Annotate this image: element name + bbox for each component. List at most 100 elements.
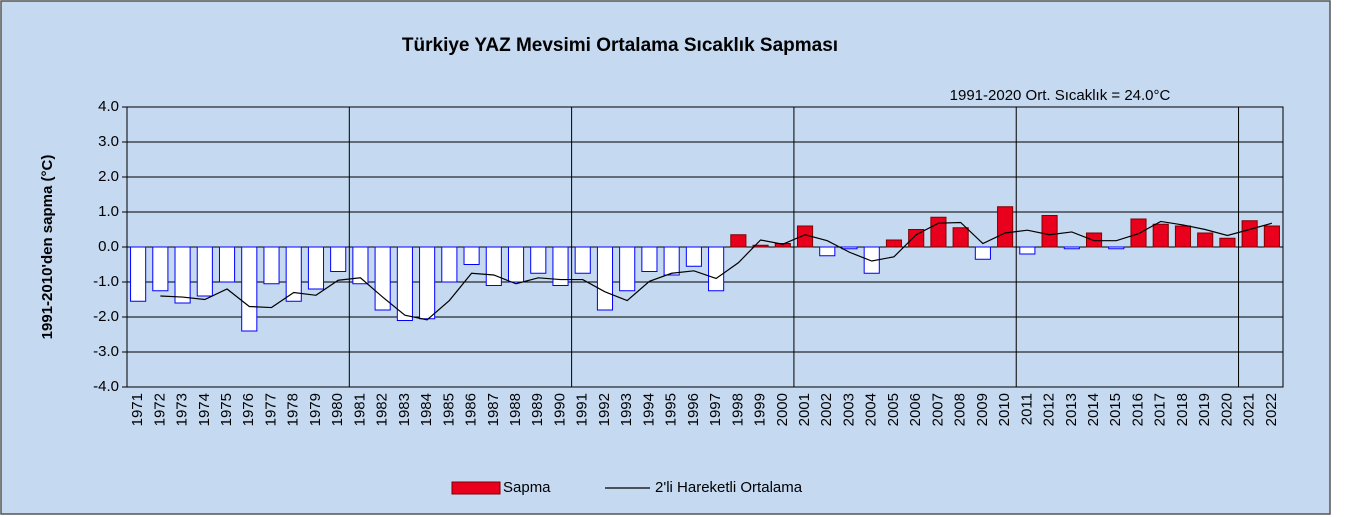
bar — [641, 246, 658, 272]
x-tick-label: 1971 — [129, 393, 146, 426]
bar — [330, 246, 347, 272]
x-tick-label: 1973 — [174, 393, 191, 426]
x-tick-label: 2005 — [885, 393, 902, 426]
x-tick-label: 2022 — [1263, 393, 1280, 426]
bar — [1174, 225, 1192, 248]
bar — [841, 246, 858, 250]
bar — [663, 246, 680, 276]
x-tick-label: 1993 — [618, 393, 635, 426]
bar — [1130, 218, 1147, 248]
bar — [130, 246, 147, 302]
bar — [596, 246, 614, 311]
bar — [241, 246, 258, 332]
x-tick-label: 2015 — [1107, 393, 1124, 426]
x-tick-label: 1977 — [262, 393, 279, 426]
bar — [1263, 225, 1280, 248]
x-tick-label: 2017 — [1152, 393, 1169, 426]
x-tick-label: 2011 — [1018, 393, 1035, 425]
bar — [352, 246, 369, 285]
bar — [196, 246, 213, 297]
x-tick-label: 1988 — [507, 393, 524, 426]
x-tick-label: 2012 — [1041, 393, 1058, 426]
x-tick-label: 2010 — [996, 393, 1013, 426]
chart-title: Türkiye YAZ Mevsimi Ortalama Sıcaklık Sa… — [402, 35, 838, 56]
bar — [1241, 220, 1258, 248]
bar — [574, 246, 591, 274]
x-tick-label: 1976 — [240, 393, 257, 426]
x-tick-label: 1998 — [729, 393, 746, 426]
x-tick-label: 2008 — [952, 393, 969, 426]
x-tick-label: 1992 — [596, 393, 613, 426]
bar — [774, 243, 791, 248]
x-tick-label: 2001 — [796, 393, 813, 426]
legend-swatch — [451, 481, 501, 495]
x-tick-label: 1981 — [351, 393, 368, 426]
bar — [1019, 246, 1036, 255]
x-tick-label: 2013 — [1063, 393, 1080, 426]
y-tick-label: -2.0 — [93, 308, 119, 325]
bar — [685, 246, 702, 267]
bar — [1219, 237, 1236, 248]
legend-label: 2'li Hareketli Ortalama — [655, 479, 803, 496]
bar — [152, 246, 169, 292]
x-tick-label: 1987 — [485, 393, 502, 426]
bar — [1085, 232, 1103, 248]
y-tick-label: 0.0 — [98, 238, 119, 255]
x-tick-label: 1975 — [218, 393, 235, 426]
x-tick-label: 2016 — [1129, 393, 1146, 426]
x-tick-label: 1980 — [329, 393, 346, 426]
x-tick-label: 1979 — [307, 393, 324, 426]
x-tick-label: 1986 — [463, 393, 480, 426]
x-tick-label: 2018 — [1174, 393, 1191, 426]
y-axis-label: 1991-2010'den sapma (°C) — [39, 155, 56, 340]
bar — [441, 246, 458, 283]
x-tick-label: 2020 — [1218, 393, 1235, 426]
bar — [419, 246, 436, 320]
legend-label: Sapma — [503, 479, 551, 496]
bar — [174, 246, 191, 304]
x-tick-label: 2009 — [974, 393, 991, 426]
x-tick-label: 1982 — [374, 393, 391, 426]
x-tick-label: 2007 — [929, 393, 946, 426]
bar — [1041, 215, 1058, 248]
x-tick-label: 1978 — [285, 393, 302, 426]
x-tick-label: 2003 — [840, 393, 857, 426]
bar — [885, 239, 903, 248]
x-tick-label: 2004 — [863, 393, 880, 426]
x-tick-label: 1983 — [396, 393, 413, 426]
y-tick-label: 4.0 — [98, 98, 119, 115]
bar — [307, 246, 325, 290]
x-tick-label: 2021 — [1241, 393, 1258, 426]
x-tick-label: 1991 — [574, 393, 591, 426]
bar — [530, 246, 547, 274]
x-tick-label: 1994 — [640, 393, 657, 426]
annotation: 1991-2020 Ort. Sıcaklık = 24.0°C — [950, 87, 1171, 104]
bar — [619, 246, 636, 292]
bar — [1152, 223, 1169, 248]
bar — [263, 246, 280, 285]
bar — [974, 246, 991, 260]
bar — [730, 234, 747, 248]
bar — [819, 246, 836, 257]
bar — [708, 246, 725, 292]
y-tick-label: 2.0 — [98, 168, 119, 185]
x-tick-label: 1995 — [663, 393, 680, 426]
x-tick-label: 1999 — [752, 393, 769, 426]
x-tick-label: 2002 — [818, 393, 835, 426]
bar — [485, 246, 502, 286]
x-tick-label: 1984 — [418, 393, 435, 426]
bar — [997, 206, 1014, 248]
x-tick-label: 2019 — [1196, 393, 1213, 426]
bar — [908, 229, 925, 248]
y-tick-label: 1.0 — [98, 203, 119, 220]
bar — [752, 244, 769, 248]
x-tick-label: 1985 — [440, 393, 457, 426]
x-tick-label: 1996 — [685, 393, 702, 426]
bar — [930, 216, 947, 248]
bar — [374, 246, 391, 311]
bar — [952, 227, 969, 248]
bar — [1197, 232, 1214, 248]
x-tick-label: 1997 — [707, 393, 724, 426]
moving-average-line — [160, 220, 1273, 321]
